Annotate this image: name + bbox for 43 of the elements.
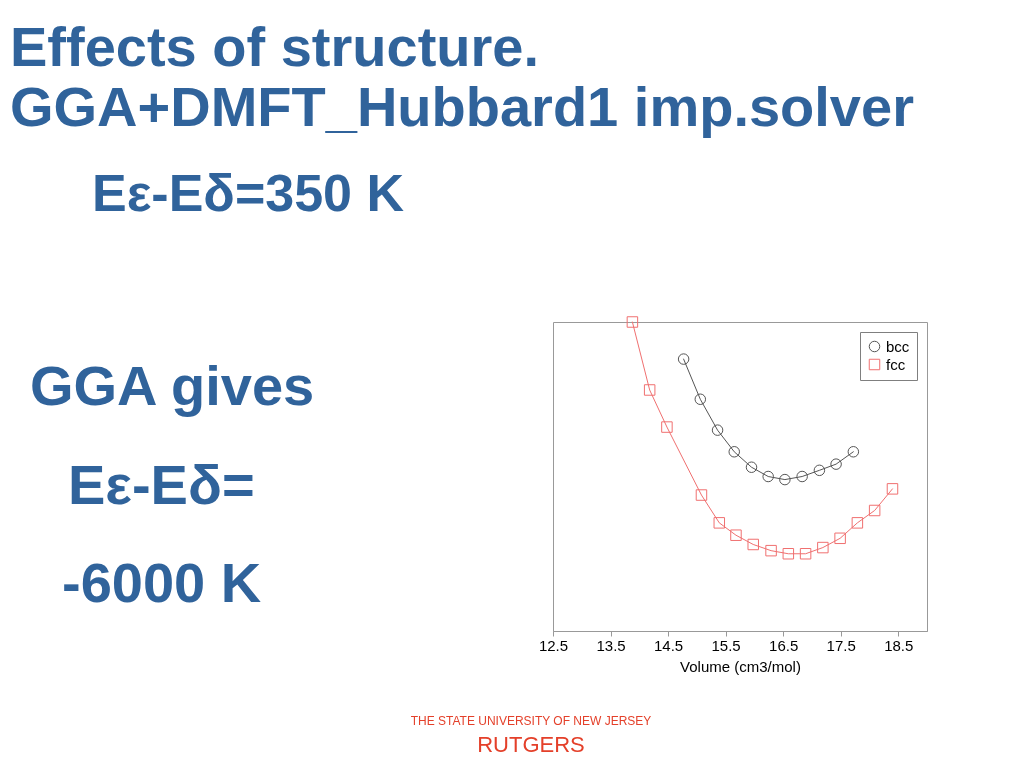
x-tick-label: 17.5 <box>826 636 856 654</box>
point <box>817 541 829 554</box>
x-axis-title: Volume (cm3/mol) <box>680 657 801 675</box>
text: RUTGERS <box>477 732 585 757</box>
point <box>886 483 899 495</box>
point <box>730 529 742 541</box>
point <box>695 489 708 501</box>
point <box>745 461 758 473</box>
point <box>779 473 791 486</box>
x-tick-label: 12.5 <box>538 636 569 654</box>
x-tick-label: 14.5 <box>653 636 684 654</box>
x-tick-label: 16.5 <box>769 636 799 654</box>
text: GGA gives <box>30 354 315 417</box>
point <box>643 384 656 396</box>
point <box>834 532 846 545</box>
point <box>765 544 777 557</box>
legend-label: fcc <box>886 355 906 373</box>
point <box>661 421 673 433</box>
legend-label: bcc <box>886 337 910 355</box>
text: Eε-Eδ= <box>68 453 255 516</box>
point <box>830 458 842 470</box>
point <box>694 393 707 405</box>
point <box>711 424 724 436</box>
chart-title: Effects of structure. GGA+DMFT_Hubbard1 imp.solver <box>10 15 914 138</box>
text: Eε-Eδ=350 K <box>92 164 405 222</box>
point <box>782 548 795 560</box>
text: -6000 K <box>62 551 262 614</box>
x-tick-label: 15.5 <box>711 636 741 654</box>
point <box>796 470 808 483</box>
point <box>713 517 726 529</box>
point <box>747 538 759 551</box>
point <box>626 316 639 328</box>
x-tick-label: 13.5 <box>596 636 626 654</box>
point <box>813 464 826 477</box>
point <box>677 353 690 365</box>
point <box>851 517 864 529</box>
point <box>847 446 860 458</box>
text: THE STATE UNIVERSITY OF NEW JERSEY <box>410 714 652 728</box>
x-tick-label: 18.5 <box>884 636 914 654</box>
point <box>762 470 774 483</box>
point <box>728 446 740 458</box>
point <box>868 504 881 517</box>
point <box>799 548 812 560</box>
